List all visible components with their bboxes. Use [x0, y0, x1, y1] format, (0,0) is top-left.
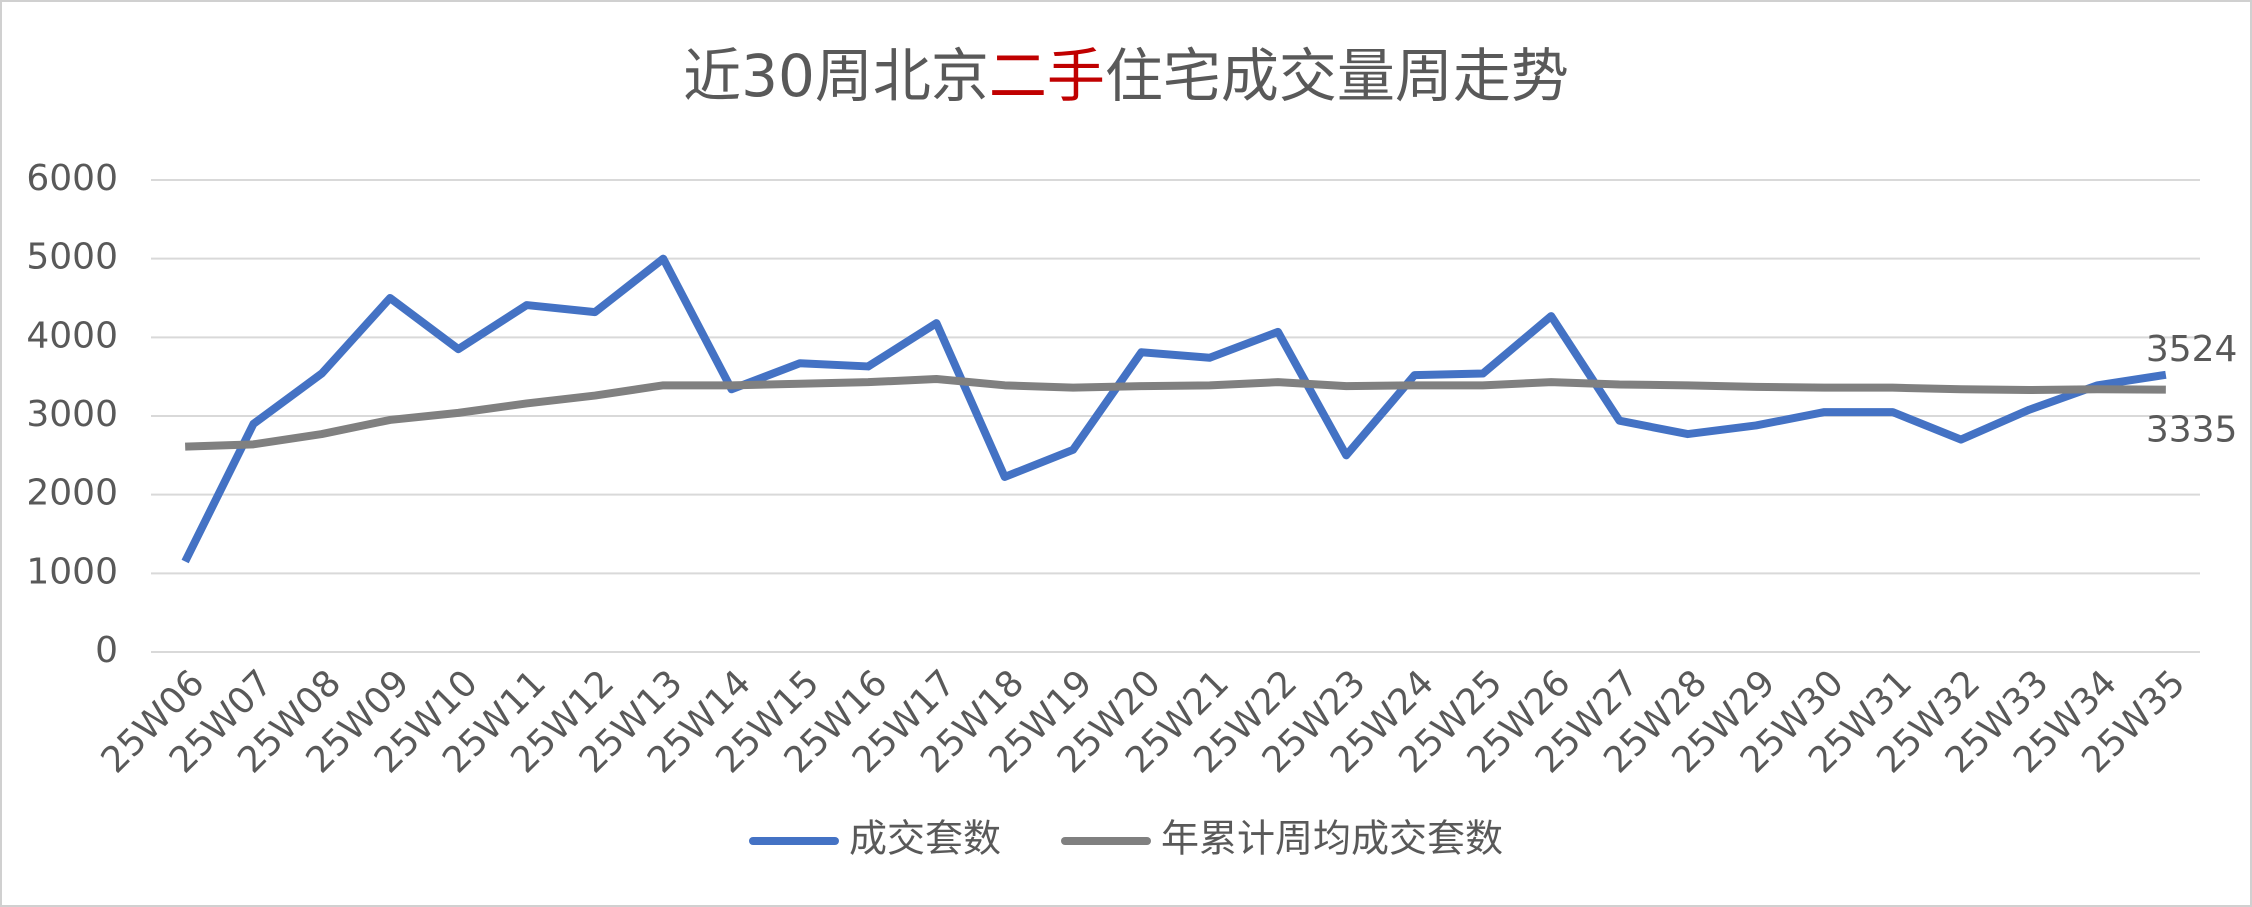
y-tick-label: 0: [95, 630, 118, 671]
series-line: [181, 254, 2167, 564]
chart-title: 近30周北京二手住宅成交量周走势: [683, 42, 1569, 110]
data-label: 3335: [2146, 410, 2238, 451]
y-tick-label: 4000: [26, 315, 118, 356]
legend-label: 年累计周均成交套数: [1161, 817, 1503, 861]
legend-label: 成交套数: [849, 817, 1001, 861]
y-tick-label: 5000: [26, 237, 118, 278]
y-tick-label: 3000: [26, 394, 118, 435]
data-label: 3524: [2146, 329, 2238, 370]
title-part: 近30周北京: [683, 42, 989, 110]
y-tick-label: 2000: [26, 473, 118, 514]
y-tick-label: 1000: [26, 551, 118, 592]
series-line: [185, 375, 2166, 451]
title-part: 住宅成交量周走势: [1105, 42, 1569, 110]
title-part: 二手: [989, 42, 1105, 110]
y-tick-label: 6000: [26, 158, 118, 199]
